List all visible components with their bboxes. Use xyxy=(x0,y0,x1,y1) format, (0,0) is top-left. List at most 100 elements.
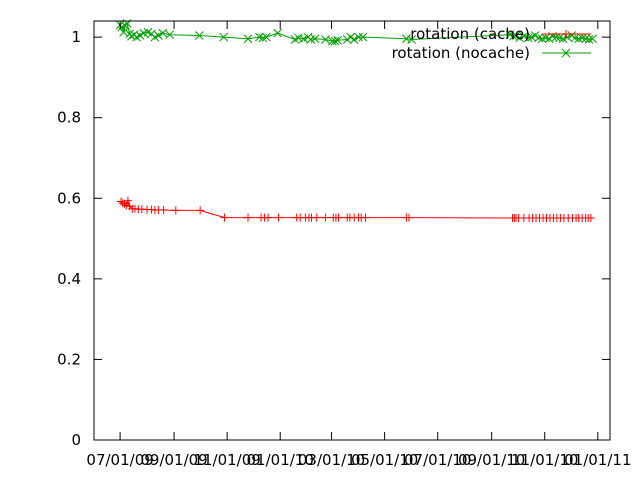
series-2-point-37 xyxy=(349,35,359,44)
series-2-point-16-d2 xyxy=(158,28,168,38)
series-2-point-22 xyxy=(258,33,268,43)
series-2-point-43 xyxy=(509,31,518,41)
series-2-point-61 xyxy=(574,34,584,44)
series-2-point-38-d2 xyxy=(354,32,363,42)
series-2-point-19 xyxy=(219,32,229,42)
y-tick-label-5: 0.8 xyxy=(57,109,81,127)
series-2-point-17-d2 xyxy=(165,30,175,40)
series-2-point-21 xyxy=(254,32,264,42)
x-tick-label-3: 11/01/09 xyxy=(193,451,260,469)
series-2-point-51-d2 xyxy=(537,34,547,44)
series-2-point-15-d2 xyxy=(154,31,163,40)
series-2-point-51 xyxy=(537,34,547,44)
series-2-point-52 xyxy=(541,33,550,43)
series-1-point-33 xyxy=(334,213,343,222)
series-2-point-38 xyxy=(354,32,363,42)
series-2-point-12-d2 xyxy=(143,27,153,37)
series-2-point-24-d2 xyxy=(273,28,282,38)
series-2-point-65-d2 xyxy=(588,34,597,44)
series-2-point-19-d2 xyxy=(219,32,229,42)
series-2-point-61-d2 xyxy=(574,34,584,44)
series-2-point-40-d2 xyxy=(402,34,411,44)
series-2-point-20 xyxy=(243,34,253,44)
series-1 xyxy=(116,196,595,223)
series-2-point-30-d2 xyxy=(310,34,320,44)
series-2-point-65 xyxy=(588,34,597,44)
series-2-point-37-d2 xyxy=(349,35,359,44)
series-1-point-19 xyxy=(244,213,253,222)
series-2-point-36-d2 xyxy=(346,32,356,42)
series-1-point-41 xyxy=(404,213,413,222)
series-2-point-63 xyxy=(581,34,590,44)
series-2-point-43-d2 xyxy=(509,31,518,41)
series-2-point-41 xyxy=(407,35,416,44)
series-1-point-39 xyxy=(361,213,370,222)
series-2-point-64 xyxy=(584,35,594,44)
legend-marker-2 xyxy=(561,48,571,58)
series-1-point-17 xyxy=(196,206,205,215)
legend-label-2: rotation (nocache) xyxy=(392,44,530,62)
series-2-point-33-d2 xyxy=(330,36,340,46)
x-tick-label-8: 09/01/10 xyxy=(458,451,525,469)
series-2-point-3 xyxy=(119,27,128,37)
series-2-point-47 xyxy=(523,33,533,43)
x-tick-label-5: 03/01/10 xyxy=(298,451,365,469)
series-2-point-56 xyxy=(555,33,564,43)
series-1-point-15 xyxy=(159,205,168,214)
x-tick-label-10: 01/01/11 xyxy=(564,451,631,469)
series-1-point-5 xyxy=(123,196,132,205)
series-2-point-18-d2 xyxy=(194,31,204,40)
series-2-point-15 xyxy=(154,31,163,40)
series-1-point-3 xyxy=(120,199,129,208)
plot-frame xyxy=(93,20,611,441)
series-1-point-65 xyxy=(586,214,595,223)
y-tick-label-2: 0.2 xyxy=(57,350,81,368)
series-2-point-52-d2 xyxy=(541,33,550,43)
series-2-point-44-d2 xyxy=(511,31,521,40)
series-2-point-24 xyxy=(273,28,282,38)
series-2-point-64-d2 xyxy=(584,35,594,44)
series-2-point-62 xyxy=(577,33,587,43)
x-tick-label-2: 09/01/09 xyxy=(140,451,207,469)
series-2-point-22-d2 xyxy=(258,33,268,43)
series-2-point-18 xyxy=(194,31,204,40)
series-2-point-17 xyxy=(165,30,175,40)
series-2-point-63-d2 xyxy=(581,34,590,44)
series-2-point-3-d2 xyxy=(119,27,128,37)
series-2-point-30 xyxy=(310,34,320,44)
series-1-point-22 xyxy=(264,213,273,222)
y-tick-label-4: 0.6 xyxy=(57,189,81,207)
y-tick-label-3: 0.4 xyxy=(57,270,81,288)
series-2-point-20-d2 xyxy=(243,34,253,44)
legend-label-1: rotation (cache) xyxy=(410,25,530,43)
y-tick-label-1: 0 xyxy=(71,431,81,449)
series-2-point-34-d2 xyxy=(333,35,342,45)
series-1-point-16 xyxy=(171,206,180,215)
series-2-point-23-d2 xyxy=(261,32,271,42)
series-2-point-60-d2 xyxy=(570,33,580,43)
legend: rotation (cache)rotation (nocache) xyxy=(392,25,591,62)
y-tick-label-6: 1 xyxy=(71,28,81,46)
x-tick-label-9: 11/01/10 xyxy=(511,451,578,469)
series-1-point-18 xyxy=(220,213,229,222)
series-2-point-26-d2 xyxy=(294,33,303,43)
series-2-point-31-d2 xyxy=(321,35,330,44)
series-2-point-60 xyxy=(570,33,580,43)
series-2-point-39-d2 xyxy=(358,32,368,42)
series-2-point-50-d2 xyxy=(534,33,544,43)
series-2-point-56-d2 xyxy=(555,33,564,43)
x-tick-label-1: 07/01/09 xyxy=(86,451,153,469)
series-1-point-29 xyxy=(312,213,321,222)
series-2-point-59-d2 xyxy=(567,31,577,40)
series-2-point-46-d2 xyxy=(519,31,529,41)
series-2-point-31 xyxy=(321,35,330,44)
series-2-point-21-d2 xyxy=(254,32,264,42)
legend-marker-1 xyxy=(562,30,570,38)
x-tick-label-6: 05/01/10 xyxy=(351,451,418,469)
series-2-point-23 xyxy=(261,32,271,42)
x-tick-label-7: 07/01/10 xyxy=(404,451,471,469)
series-2-point-16 xyxy=(158,28,168,38)
